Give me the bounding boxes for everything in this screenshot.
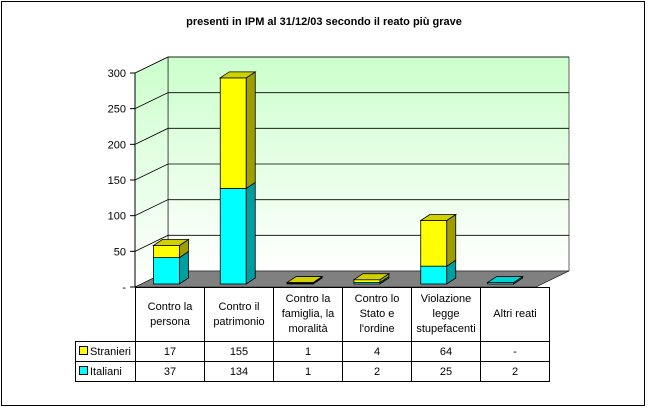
bar-top-stranieri	[285, 276, 324, 283]
bar-stranieri-front	[219, 77, 247, 189]
bar-italiani-front	[153, 257, 180, 285]
legend-swatch-stranieri	[79, 346, 88, 356]
bar-stranieri	[219, 71, 256, 190]
category-label: Altri reati	[480, 287, 550, 342]
table-row-stranieri: Stranieri 17 155 1 4 64 -	[75, 341, 550, 362]
category-label: Contro la famiglia, la moralità	[273, 287, 343, 342]
gridline	[134, 163, 569, 181]
table-cell: 17	[135, 341, 205, 362]
legend-swatch-italiani	[79, 366, 88, 376]
table-cell: 25	[411, 361, 481, 382]
y-tick-label: 200	[108, 139, 126, 151]
y-tick-label: 250	[108, 104, 126, 116]
category-label: Contro il patrimonio	[204, 287, 274, 342]
category-label: Contro la persona	[135, 287, 205, 342]
table-cell: 64	[411, 341, 481, 362]
bar-stranieri-front	[153, 245, 180, 259]
gridline	[134, 127, 569, 145]
table-category-row: Contro la persona Contro il patrimonio C…	[76, 287, 550, 342]
table-cell: 4	[342, 341, 412, 362]
bar-italiani	[219, 181, 256, 285]
table-cell: 2	[480, 361, 550, 382]
table-cell: -	[480, 341, 550, 362]
y-tick-label: 50	[114, 246, 126, 258]
gridline	[134, 56, 569, 74]
bar-stranieri-front	[353, 279, 381, 283]
table-cell: 2	[342, 361, 412, 382]
y-tick-label: 150	[108, 175, 126, 187]
bar-top-stranieri	[352, 273, 391, 281]
chart-title: presenti in IPM al 31/12/03 secondo il r…	[186, 16, 462, 28]
table-cell: 37	[135, 361, 205, 382]
table-cell: 1	[273, 341, 343, 362]
y-tick-label: 300	[108, 68, 126, 80]
gridline	[134, 199, 569, 217]
bar-top-stranieri	[218, 71, 257, 79]
bar-italiani-side	[245, 181, 256, 285]
legend-entry-stranieri: Stranieri	[75, 341, 136, 362]
bar-top-stranieri	[152, 239, 190, 246]
data-table: Contro la persona Contro il patrimonio C…	[75, 287, 550, 382]
bar-stranieri-front	[420, 220, 448, 267]
bar-italiani	[420, 259, 457, 285]
y-tick-label: 100	[108, 211, 126, 223]
legend-entry-italiani: Italiani	[75, 361, 136, 382]
bar-stranieri	[420, 213, 457, 267]
category-label: Violazione legge stupefacenti	[411, 287, 481, 342]
bar-top-italiani	[486, 276, 524, 283]
bar-top-stranieri	[419, 214, 458, 221]
bar-stranieri-side	[245, 71, 256, 190]
category-label: Contro lo Stato e l'ordine	[342, 287, 412, 342]
bar-stranieri-side	[446, 213, 457, 267]
table-cell: 1	[273, 361, 343, 382]
bar-italiani-front	[420, 265, 448, 285]
table-cell: 155	[204, 341, 274, 362]
table-cell: 134	[204, 361, 274, 382]
table-row-italiani: Italiani 37 134 1 2 25 2	[75, 361, 550, 382]
bar-italiani-front	[219, 188, 247, 285]
gridline	[134, 92, 569, 110]
y-tick-label: -	[122, 282, 126, 294]
